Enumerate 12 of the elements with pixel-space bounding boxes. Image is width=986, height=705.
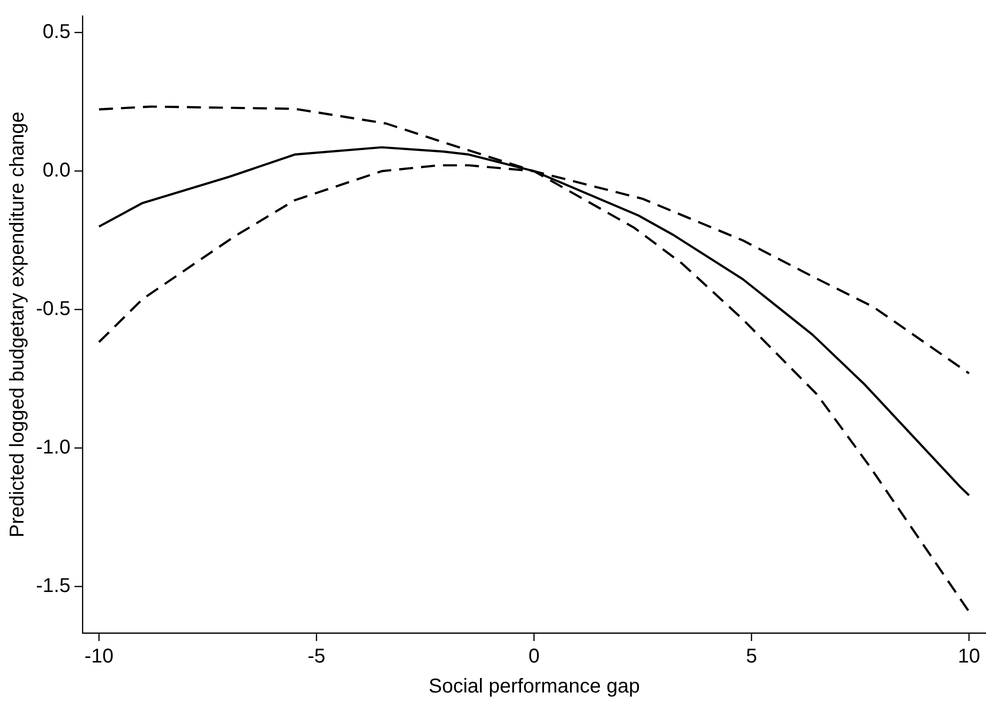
x-tick-label: 10 <box>958 646 980 668</box>
y-tick-label: -0.5 <box>36 298 70 320</box>
y-tick-label: 0.0 <box>42 160 70 182</box>
x-tick-label: -10 <box>84 646 114 668</box>
x-tick-label: -5 <box>308 646 326 668</box>
x-tick-label: 5 <box>746 646 758 668</box>
y-tick-label: -1.5 <box>36 575 70 598</box>
y-tick-label: -1.0 <box>36 436 70 459</box>
x-axis-title: Social performance gap <box>428 676 640 698</box>
x-tick-label: 0 <box>528 646 540 668</box>
y-tick-label: 0.5 <box>42 21 70 44</box>
y-axis-title: Predicted logged budgetary expenditure change <box>6 112 29 538</box>
